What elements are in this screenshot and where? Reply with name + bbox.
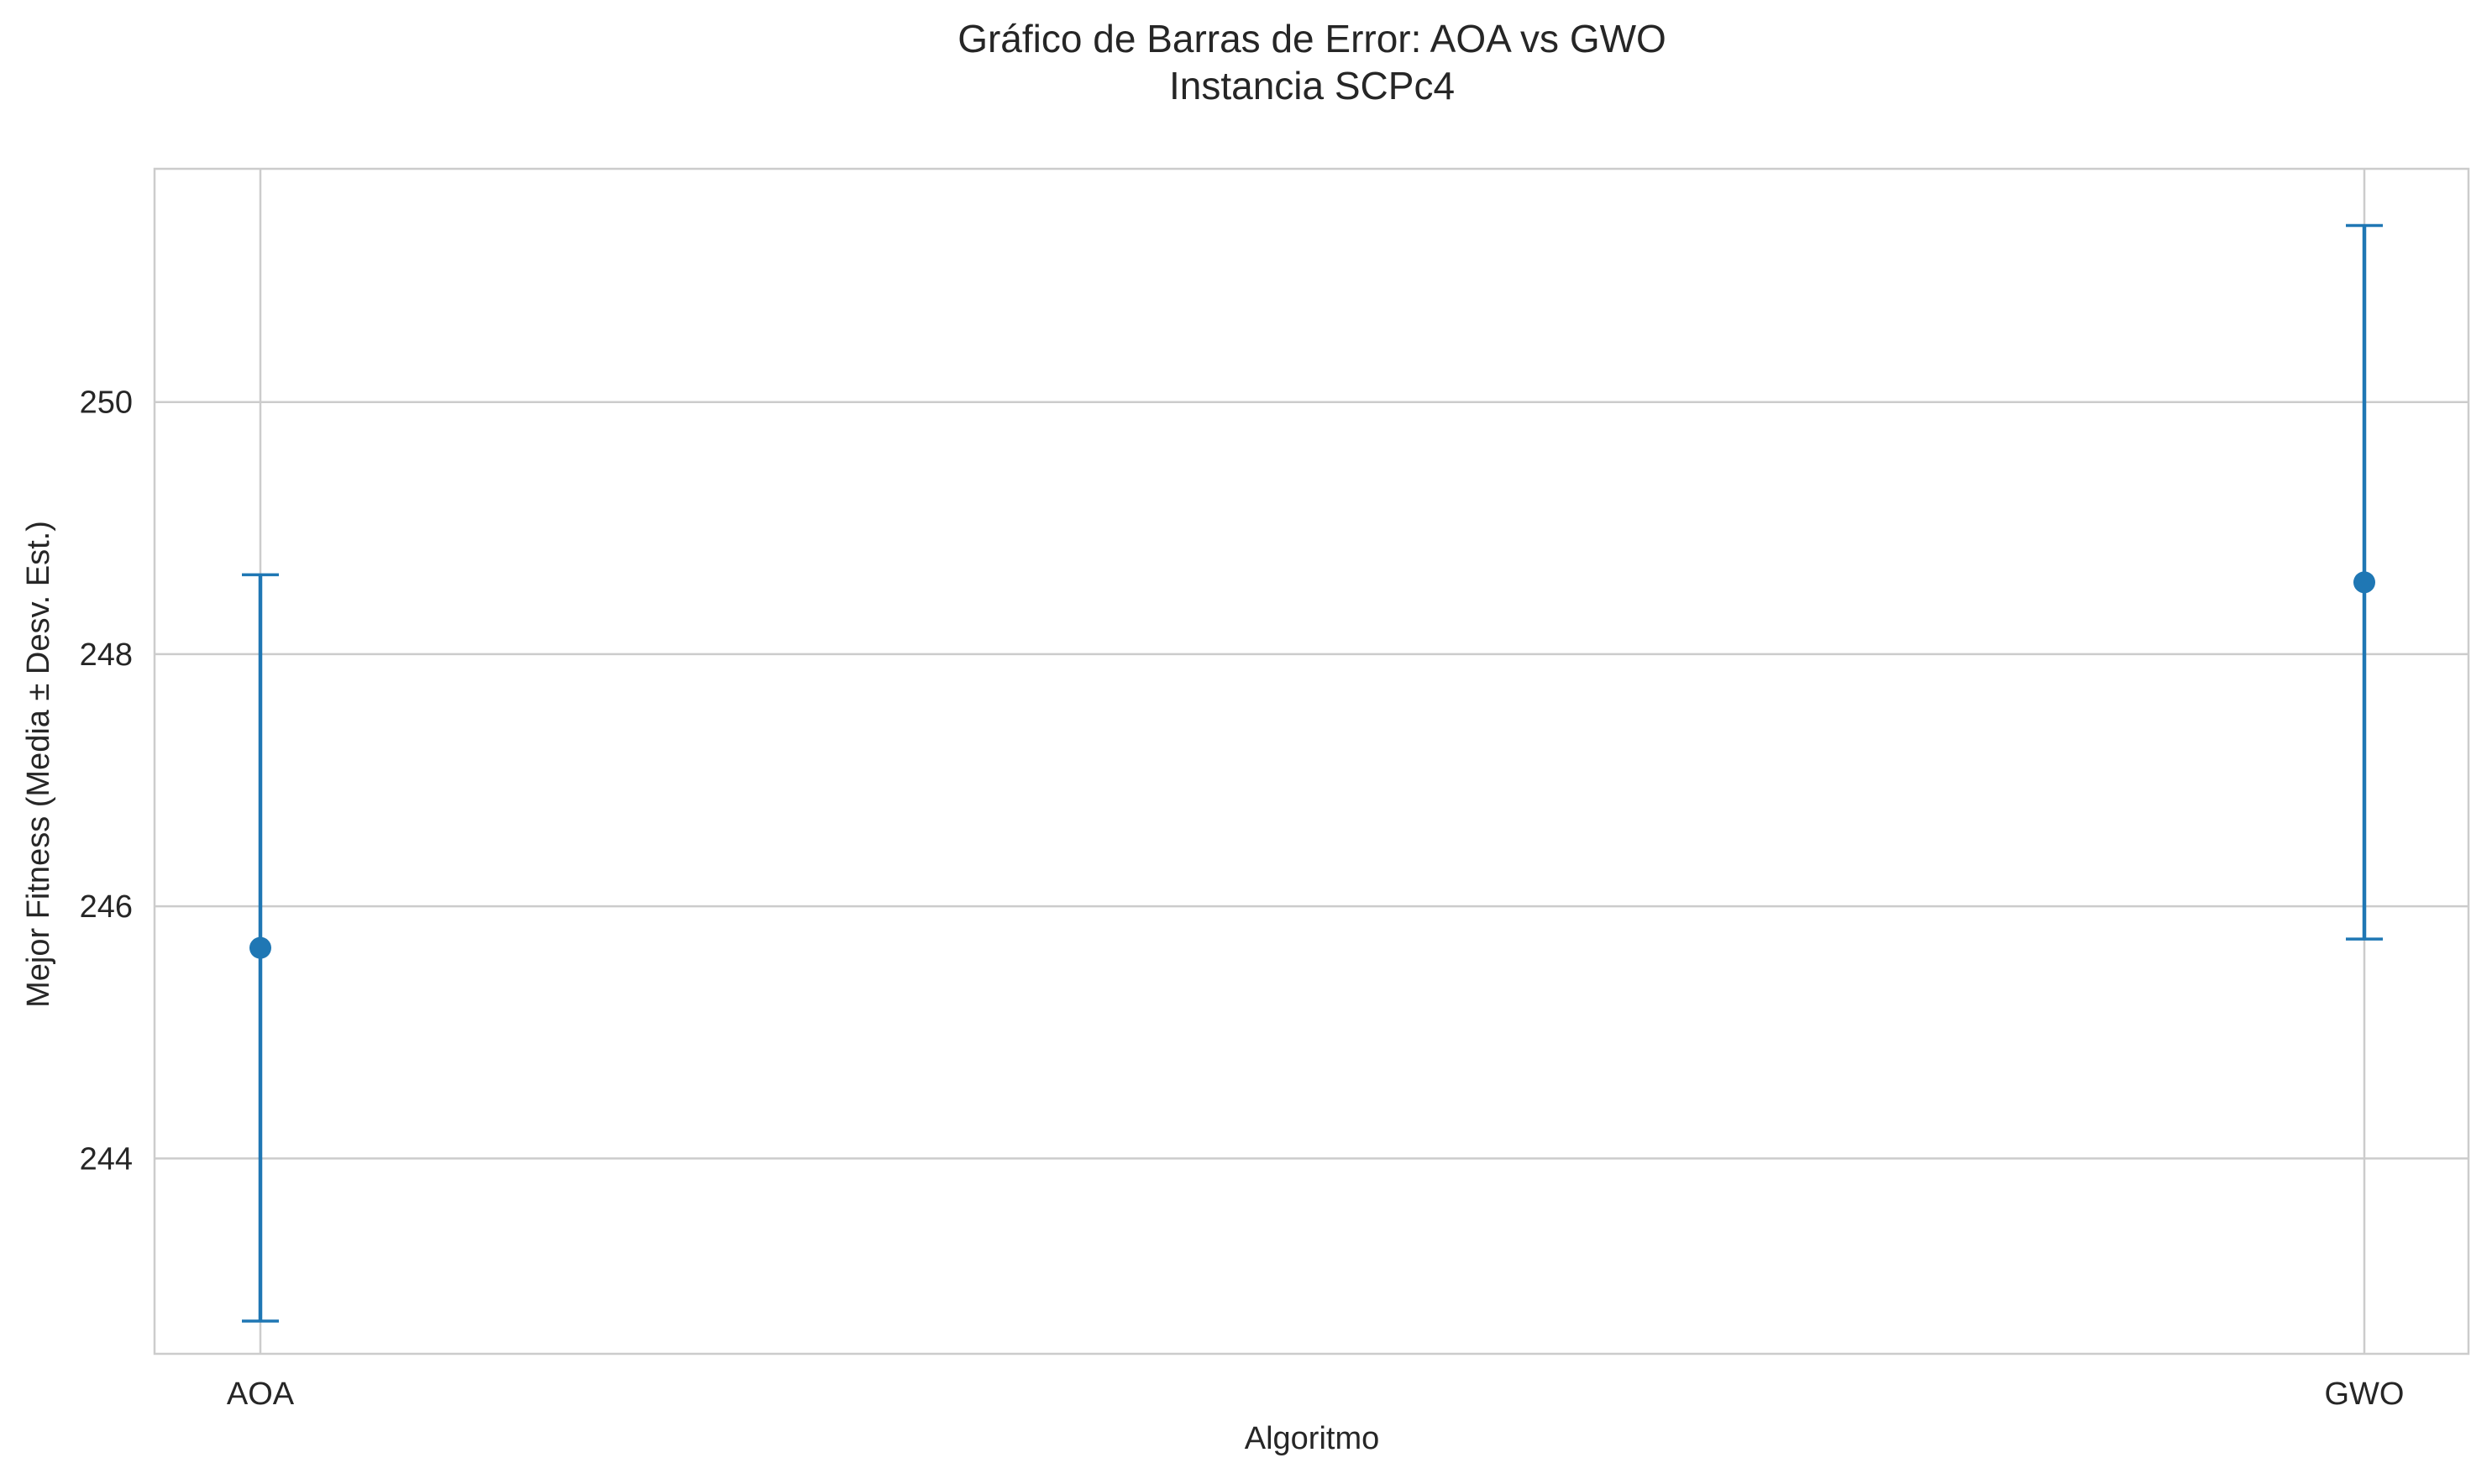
y-axis-label: Mejor Fitness (Media ± Desv. Est.) <box>21 521 56 1008</box>
mean-marker <box>2353 571 2375 594</box>
errorbar-gwo <box>2346 223 2383 941</box>
chart-subtitle: Instancia SCPc4 <box>1169 64 1455 107</box>
y-tick-label: 246 <box>80 889 133 925</box>
errorbar-aoa <box>242 573 279 1323</box>
data-marks <box>242 223 2383 1323</box>
y-tick-label: 244 <box>80 1141 133 1177</box>
chart-title: Gráfico de Barras de Error: AOA vs GWO <box>957 17 1666 60</box>
y-axis-ticks: 244 246 248 250 <box>80 385 133 1177</box>
y-tick-label: 250 <box>80 385 133 421</box>
mean-marker <box>249 936 271 959</box>
x-axis-label: Algoritmo <box>1245 1421 1380 1456</box>
y-tick-label: 248 <box>80 637 133 673</box>
plot-frame <box>153 167 2470 1356</box>
x-tick-label: AOA <box>227 1377 295 1412</box>
x-axis-ticks: AOA GWO <box>227 1377 2405 1412</box>
x-tick-label: GWO <box>2325 1377 2405 1412</box>
